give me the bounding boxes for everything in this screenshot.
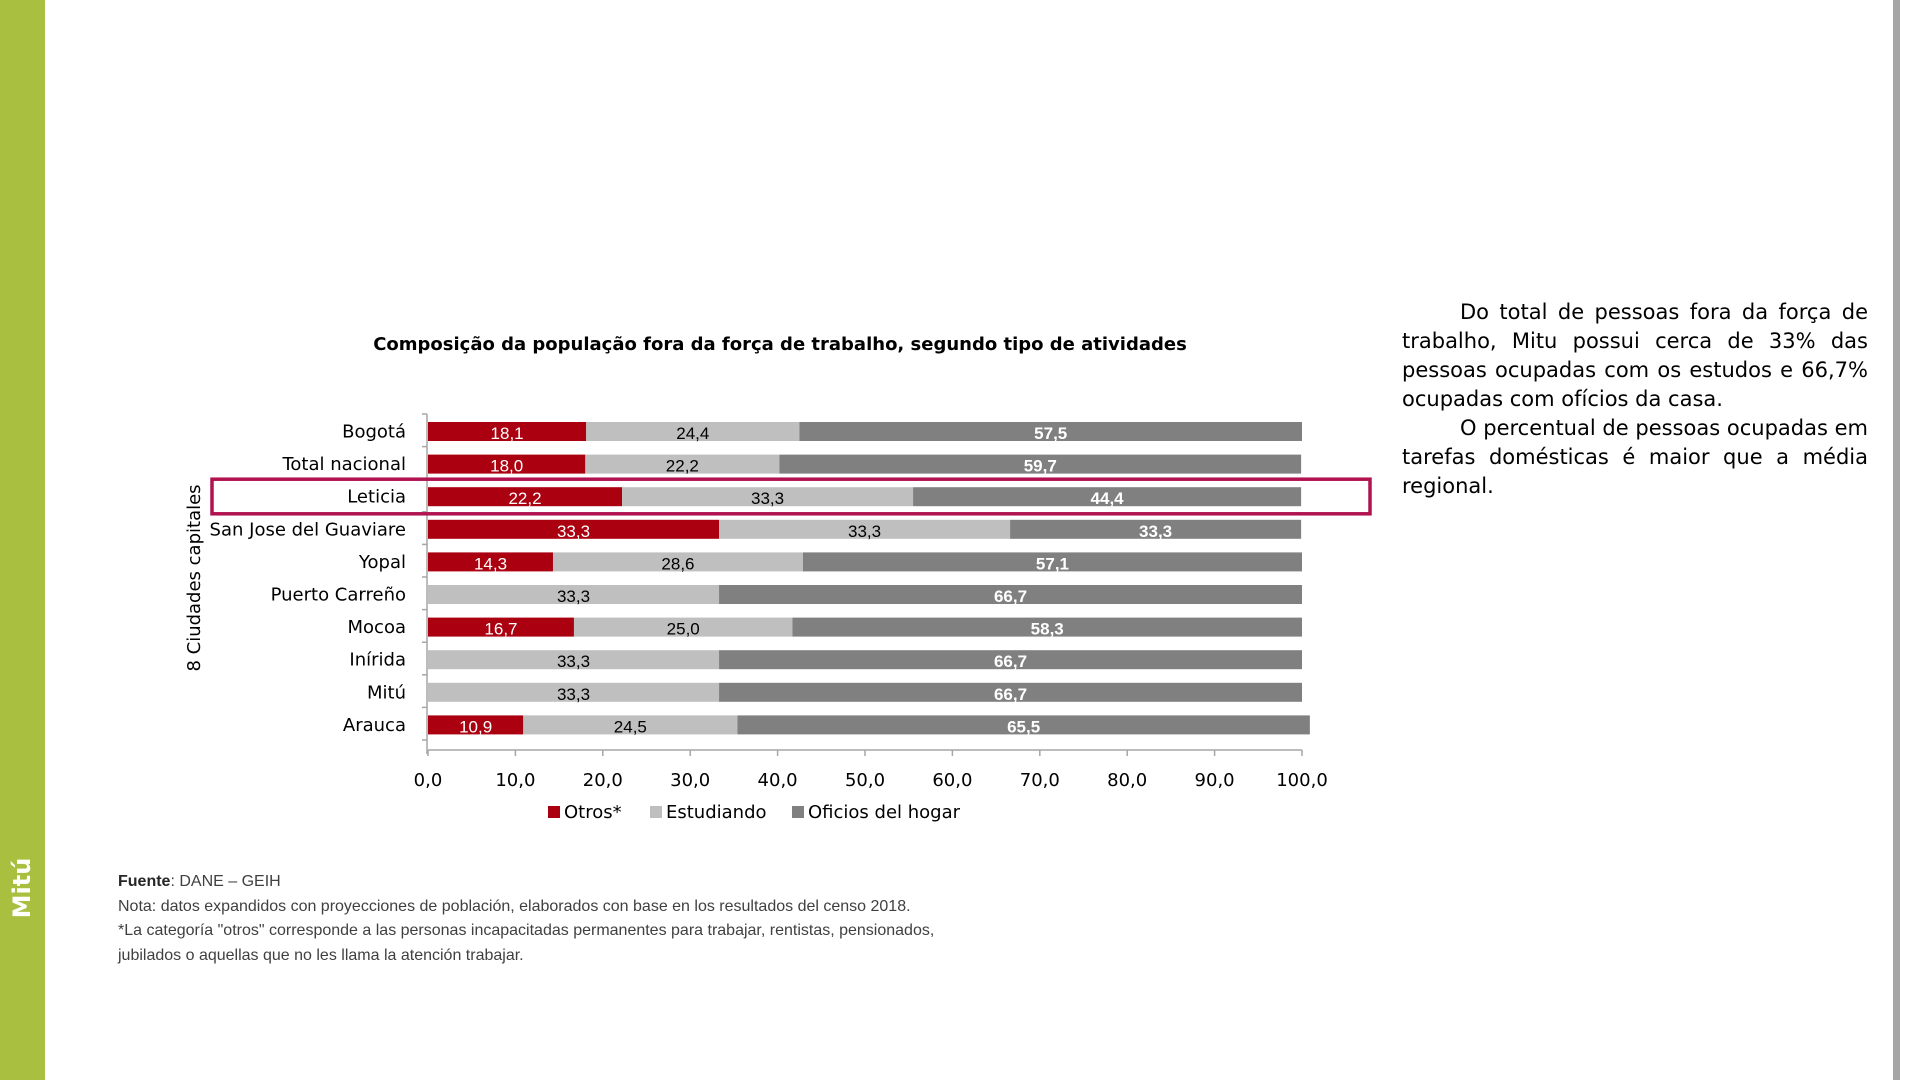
bar-segment-oficios-del-hogar	[719, 650, 1302, 670]
data-label: 18,1	[491, 424, 524, 443]
data-label: 24,5	[614, 717, 647, 736]
legend-label: Otros*	[564, 802, 622, 823]
data-label: 24,4	[676, 424, 709, 443]
data-label: 57,1	[1036, 554, 1069, 573]
highlight-box	[210, 477, 1372, 516]
x-tick-label: 70,0	[1020, 770, 1060, 791]
bar-segment-oficios-del-hogar	[737, 715, 1310, 735]
data-label: 66,7	[994, 652, 1027, 671]
category-label: San Jose del Guaviare	[210, 519, 406, 540]
legend-swatch	[792, 806, 804, 818]
category-label: Total nacional	[281, 454, 406, 475]
data-label: 58,3	[1031, 620, 1064, 639]
legend-swatch	[650, 806, 662, 818]
bar-segment-oficios-del-hogar	[802, 552, 1302, 572]
bar-segment-estudiando	[428, 682, 720, 702]
data-label: 33,3	[557, 587, 590, 606]
bar-segment-oficios-del-hogar	[779, 454, 1302, 474]
data-label: 44,4	[1091, 489, 1125, 508]
bar-segment-estudiando	[428, 650, 720, 670]
data-label: 33,3	[557, 522, 590, 541]
bar-segment-otros	[428, 519, 720, 539]
data-label: 22,2	[508, 489, 541, 508]
bar-segment-otros	[428, 715, 524, 735]
bar-segment-otros	[428, 487, 623, 507]
data-label: 22,2	[666, 457, 699, 476]
source-line: Fuente: DANE – GEIH	[118, 870, 934, 895]
bar-segment-oficios-del-hogar	[799, 422, 1302, 441]
bar-segment-otros	[428, 422, 587, 441]
bar-segment-estudiando	[552, 552, 803, 572]
data-label: 59,7	[1024, 457, 1057, 476]
bar-segment-oficios-del-hogar	[913, 487, 1302, 507]
bar-segment-estudiando	[523, 715, 738, 735]
x-tick-label: 10,0	[495, 770, 535, 791]
data-label: 65,5	[1007, 717, 1040, 736]
data-label: 16,7	[484, 620, 517, 639]
category-label: Mitú	[367, 682, 406, 703]
bar-segment-estudiando	[585, 454, 780, 474]
bar-segment-oficios-del-hogar	[719, 585, 1302, 604]
category-label: Yopal	[358, 552, 406, 573]
data-label: 33,3	[557, 685, 590, 704]
data-label: 28,6	[661, 554, 694, 573]
x-tick-label: 40,0	[758, 770, 798, 791]
footnote-line-1: *La categoría "otros" corresponde a las …	[118, 922, 935, 939]
data-label: 57,5	[1034, 424, 1067, 443]
bar-segment-estudiando	[428, 585, 720, 604]
data-label: 25,0	[667, 620, 700, 639]
data-label: 33,3	[848, 522, 881, 541]
data-label: 33,3	[751, 489, 784, 508]
data-label: 14,3	[474, 554, 507, 573]
footnote-line-2: jubilados o aquellas que no les llama la…	[118, 946, 524, 964]
legend-swatch	[548, 806, 560, 818]
bar-segment-oficios-del-hogar	[719, 682, 1302, 702]
data-label: 66,7	[994, 685, 1027, 704]
chart-title: Composição da população fora da força de…	[373, 334, 1187, 355]
category-label: Mocoa	[348, 617, 406, 638]
x-tick-label: 0,0	[414, 770, 443, 791]
x-tick-label: 80,0	[1107, 770, 1147, 791]
bar-segment-estudiando	[586, 422, 800, 441]
x-tick-label: 30,0	[670, 770, 710, 791]
bar-segment-estudiando	[622, 487, 914, 507]
x-tick-label: 100,0	[1276, 770, 1328, 791]
chart-footer: Fuente: DANE – GEIH Nota: datos expandid…	[118, 870, 934, 968]
bar-segment-estudiando	[573, 617, 793, 637]
description-paragraph-1: Do total de pessoas fora da força de tra…	[1402, 300, 1868, 411]
source-label: Fuente	[118, 873, 171, 890]
category-label: Leticia	[347, 487, 406, 508]
section-sidebar	[0, 0, 45, 1080]
description-text: Do total de pessoas fora da força de tra…	[1402, 298, 1868, 501]
category-label: Bogotá	[342, 422, 406, 443]
right-divider	[1893, 0, 1900, 1080]
category-label: Inírida	[349, 650, 406, 671]
category-label: Puerto Carreño	[271, 585, 406, 606]
data-label: 18,0	[490, 457, 523, 476]
data-label: 33,3	[1139, 522, 1172, 541]
y-axis-label: 8 Ciudades capitales	[184, 484, 205, 671]
legend-label: Oficios del hogar	[808, 802, 961, 823]
bar-segment-otros	[428, 454, 586, 474]
data-label: 33,3	[557, 652, 590, 671]
bar-segment-otros	[428, 617, 574, 637]
bar-segment-oficios-del-hogar	[792, 617, 1302, 637]
data-label: 66,7	[994, 587, 1027, 606]
x-tick-label: 50,0	[845, 770, 885, 791]
source-value: : DANE – GEIH	[170, 873, 281, 890]
legend-label: Estudiando	[666, 802, 767, 823]
bar-segment-oficios-del-hogar	[1010, 519, 1302, 539]
data-label: 10,9	[459, 717, 492, 736]
x-tick-label: 20,0	[583, 770, 623, 791]
description-paragraph-2: O percentual de pessoas ocupadas em tare…	[1402, 416, 1868, 498]
x-tick-label: 90,0	[1195, 770, 1235, 791]
category-label: Arauca	[343, 715, 406, 736]
bar-segment-otros	[428, 552, 553, 572]
note-line: Nota: datos expandidos con proyecciones …	[118, 897, 911, 915]
bar-segment-estudiando	[719, 519, 1011, 539]
x-tick-label: 60,0	[932, 770, 972, 791]
